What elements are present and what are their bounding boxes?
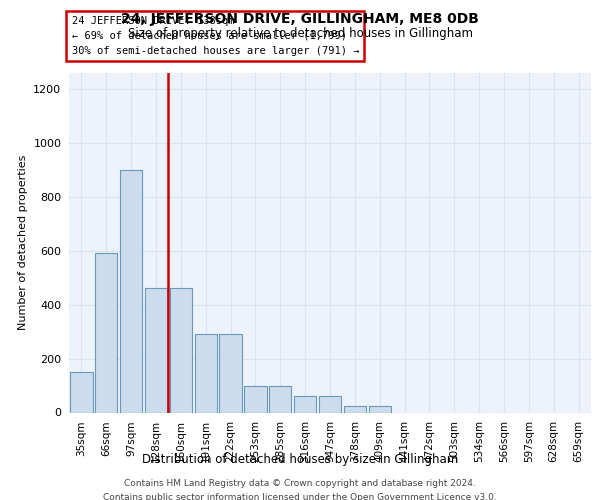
Text: Contains HM Land Registry data © Crown copyright and database right 2024.: Contains HM Land Registry data © Crown c… [124, 479, 476, 488]
Bar [120, 170, 142, 412]
Bar [344, 406, 366, 412]
Y-axis label: Number of detached properties: Number of detached properties [17, 155, 28, 330]
Bar [294, 396, 316, 412]
Bar [269, 386, 292, 412]
Bar [95, 254, 118, 412]
Bar [244, 386, 266, 412]
Bar [170, 288, 192, 412]
Text: Distribution of detached houses by size in Gillingham: Distribution of detached houses by size … [142, 452, 458, 466]
Bar [319, 396, 341, 412]
Text: 24, JEFFERSON DRIVE, GILLINGHAM, ME8 0DB: 24, JEFFERSON DRIVE, GILLINGHAM, ME8 0DB [121, 12, 479, 26]
Bar [194, 334, 217, 412]
Text: 24 JEFFERSON DRIVE: 138sqm
← 69% of detached houses are smaller (1,799)
30% of s: 24 JEFFERSON DRIVE: 138sqm ← 69% of deta… [71, 16, 359, 56]
Bar [368, 406, 391, 412]
Bar [70, 372, 92, 412]
Bar [220, 334, 242, 412]
Text: Contains public sector information licensed under the Open Government Licence v3: Contains public sector information licen… [103, 492, 497, 500]
Text: Size of property relative to detached houses in Gillingham: Size of property relative to detached ho… [128, 28, 473, 40]
Bar [145, 288, 167, 412]
